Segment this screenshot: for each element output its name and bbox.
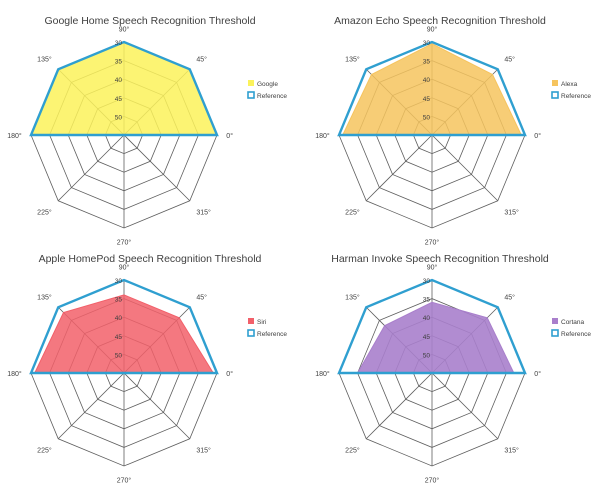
legend-swatch [248, 318, 254, 324]
category-label: 135° [37, 294, 52, 302]
category-label: 270° [425, 476, 440, 484]
chart-title: Apple HomePod Speech Recognition Thresho… [39, 253, 262, 265]
series-cortana [356, 301, 515, 374]
chart-title: Amazon Echo Speech Recognition Threshold [334, 15, 546, 27]
legend-label: Reference [561, 93, 591, 100]
series-reference [29, 278, 219, 375]
radial-tick-label: 40 [423, 315, 431, 322]
series-google [30, 41, 218, 136]
category-label: 225° [345, 446, 360, 454]
grid-spoke [365, 372, 433, 440]
category-label: 0° [534, 370, 541, 378]
legend: Cortana Reference [551, 318, 591, 338]
category-label: 315° [504, 446, 519, 454]
legend-swatch [551, 329, 559, 337]
legend-label: Reference [257, 93, 287, 100]
category-label: 225° [37, 208, 52, 216]
radial-tick-label: 30 [115, 40, 123, 47]
radial-tick-label: 50 [423, 114, 431, 121]
category-label: 90° [119, 264, 130, 272]
category-label: 225° [37, 446, 52, 454]
radial-tick-label: 30 [115, 278, 123, 285]
radial-tick-label: 30 [423, 40, 431, 47]
series-alexa [341, 43, 523, 136]
legend: Siri Reference [247, 318, 287, 338]
grid-spoke [431, 134, 499, 202]
radial-tick-label: 30 [423, 278, 431, 285]
legend-swatch [552, 318, 558, 324]
category-label: 45° [504, 294, 515, 302]
radial-tick-label: 40 [115, 77, 123, 84]
category-label: 225° [345, 208, 360, 216]
legend-swatch [247, 329, 255, 337]
series-reference [29, 40, 219, 137]
radial-tick-label: 45 [115, 96, 123, 103]
grid-spoke [431, 372, 499, 440]
radial-tick-label: 35 [423, 297, 431, 304]
radial-tick-label: 35 [115, 59, 123, 66]
chart-title: Harman Invoke Speech Recognition Thresho… [331, 253, 549, 265]
series-reference [337, 40, 527, 137]
radial-tick-label: 50 [115, 114, 123, 121]
category-label: 135° [345, 294, 360, 302]
radial-tick-label: 45 [423, 96, 431, 103]
radar-chart-4: Harman Invoke Speech Recognition Thresho… [315, 253, 591, 484]
legend-label: Reference [257, 331, 287, 338]
category-label: 45° [196, 294, 207, 302]
chart-title: Google Home Speech Recognition Threshold [44, 15, 255, 27]
category-label: 270° [425, 238, 440, 246]
category-label: 180° [7, 370, 22, 378]
radial-tick-label: 50 [115, 352, 123, 359]
radial-tick-label: 35 [423, 59, 431, 66]
legend-swatch [552, 80, 558, 86]
legend-label: Reference [561, 331, 591, 338]
category-label: 315° [196, 208, 211, 216]
radial-tick-label: 40 [423, 77, 431, 84]
category-label: 180° [315, 132, 330, 140]
category-label: 315° [504, 208, 519, 216]
radial-tick-label: 50 [423, 352, 431, 359]
category-label: 0° [534, 132, 541, 140]
legend-swatch [551, 91, 559, 99]
category-label: 90° [119, 26, 130, 34]
radar-chart-2: Amazon Echo Speech Recognition Threshold… [315, 15, 591, 246]
category-label: 90° [427, 264, 438, 272]
legend: Alexa Reference [551, 80, 591, 100]
radar-chart-3: Apple HomePod Speech Recognition Thresho… [7, 253, 287, 484]
category-label: 180° [315, 370, 330, 378]
legend-swatch [248, 80, 254, 86]
legend-label: Alexa [561, 81, 578, 88]
grid-spoke [57, 372, 125, 440]
radar-chart-1: Google Home Speech Recognition Threshold… [7, 15, 287, 246]
grid-spoke [57, 134, 125, 202]
category-label: 135° [37, 56, 52, 64]
legend-swatch [247, 91, 255, 99]
grid-spoke [123, 372, 191, 440]
radial-tick-label: 45 [423, 334, 431, 341]
category-label: 0° [226, 132, 233, 140]
grid-spoke [123, 134, 191, 202]
category-label: 0° [226, 370, 233, 378]
series-reference [337, 278, 527, 375]
category-label: 270° [117, 238, 132, 246]
category-label: 315° [196, 446, 211, 454]
category-label: 45° [504, 56, 515, 64]
category-label: 45° [196, 56, 207, 64]
grid-spoke [365, 134, 433, 202]
category-label: 270° [117, 476, 132, 484]
category-label: 180° [7, 132, 22, 140]
radial-tick-label: 45 [115, 334, 123, 341]
legend: Google Reference [247, 80, 287, 100]
category-label: 90° [427, 26, 438, 34]
legend-label: Siri [257, 319, 266, 326]
radial-tick-label: 40 [115, 315, 123, 322]
radial-tick-label: 35 [115, 297, 123, 304]
legend-label: Google [257, 81, 278, 88]
legend-label: Cortana [561, 319, 585, 326]
category-label: 135° [345, 56, 360, 64]
